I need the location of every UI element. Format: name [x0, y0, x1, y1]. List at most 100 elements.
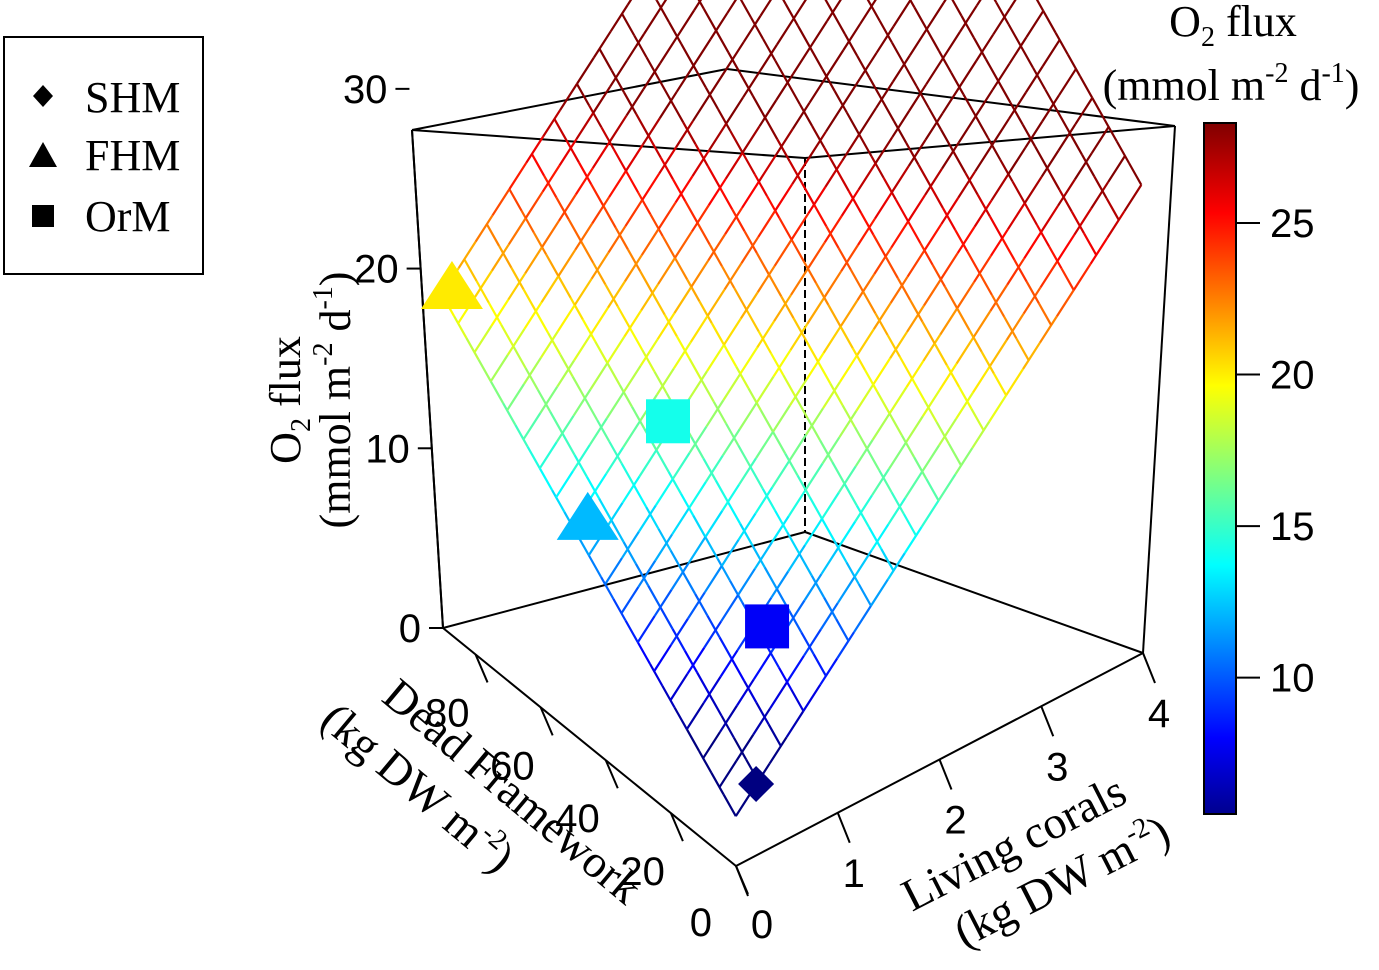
surface-line-living-15 [950, 72, 965, 95]
surface-line-living-5 [626, 248, 642, 272]
surface-line-dead-12 [606, 336, 626, 364]
surface-line-living-3 [765, 645, 780, 669]
surface-line-dead-1 [887, 497, 907, 525]
surface-line-living-2 [657, 528, 672, 551]
surface-line-dead-16 [693, 0, 703, 11]
surface-line-living-14 [952, 150, 967, 174]
surface-line-living-0 [514, 424, 529, 448]
surface-line-dead-14 [539, 330, 559, 359]
surface-line-living-8 [866, 448, 881, 471]
surface-line-living-0 [477, 359, 492, 382]
surface-line-dead-10 [689, 315, 709, 343]
surface-line-living-6 [674, 257, 689, 281]
y-tick-20 [669, 812, 684, 842]
surface-line-dead-7 [806, 296, 826, 325]
surface-line-living-7 [623, 91, 638, 115]
surface-line-dead-17 [609, 59, 629, 88]
surface-line-living-2 [743, 680, 758, 704]
surface-line-dead-4 [1058, 68, 1077, 96]
surface-line-dead-0 [1039, 315, 1058, 344]
surface-line-living-9 [692, 65, 707, 88]
surface-line-dead-9 [773, 239, 793, 267]
surface-line-dead-17 [558, 138, 578, 167]
surface-line-living-11 [847, 190, 863, 214]
surface-line-dead-12 [741, 125, 761, 154]
surface-line-dead-17 [474, 270, 493, 298]
surface-line-living-6 [649, 213, 664, 237]
surface-line-dead-15 [489, 354, 509, 382]
box-right-vertical [1142, 125, 1176, 654]
surface-line-dead-9 [875, 81, 894, 109]
surface-line-dead-3 [871, 412, 891, 441]
surface-line-dead-0 [802, 684, 822, 712]
surface-line-living-15 [1060, 267, 1075, 291]
surface-line-dead-14 [742, 15, 762, 43]
surface-line-dead-12 [775, 73, 795, 101]
surface-line-living-16 [972, 37, 987, 60]
surface-line-living-15 [913, 6, 928, 30]
surface-line-living-2 [522, 288, 537, 312]
surface-line-living-17 [1081, 154, 1096, 178]
surface-line-living-8 [841, 404, 856, 428]
x-axis-title: Living corals (kg DW m-2) [893, 765, 1177, 957]
surface-line-living-8 [902, 513, 917, 537]
surface-line-dead-14 [624, 199, 644, 227]
surface-line-dead-10 [706, 288, 726, 317]
surface-line-living-12 [858, 133, 873, 157]
surface-line-living-2 [547, 332, 562, 356]
surface-line-living-9 [704, 86, 720, 110]
surface-line-dead-9 [756, 265, 776, 293]
surface-line-dead-6 [755, 431, 774, 459]
surface-line-dead-17 [524, 191, 544, 219]
surface-line-living-3 [557, 275, 572, 299]
box-floor-back-left [442, 531, 806, 629]
surface-line-dead-18 [491, 188, 511, 217]
surface-line-dead-5 [1024, 65, 1044, 94]
surface-line-living-12 [931, 264, 946, 288]
surface-line-dead-11 [639, 338, 659, 367]
surface-line-living-11 [884, 255, 899, 279]
surface-line-living-1 [683, 650, 699, 673]
surface-line-dead-15 [709, 12, 729, 40]
svg-text:(mmol m-2 d-1): (mmol m-2 d-1) [308, 272, 360, 529]
surface-line-dead-6 [856, 273, 876, 301]
y-tick-label-0: 0 [690, 901, 712, 945]
surface-line-dead-6 [890, 220, 910, 249]
surface-line-living-5 [577, 161, 593, 185]
surface-line-dead-13 [590, 307, 609, 335]
surface-line-living-2 [645, 506, 660, 530]
surface-line-living-0 [685, 728, 701, 752]
surface-line-dead-2 [871, 468, 890, 496]
colorbar-title-flux: flux [1215, 0, 1297, 46]
surface-line-living-6 [588, 105, 603, 128]
surface-line-dead-4 [720, 594, 739, 622]
surface-line-dead-10 [605, 446, 625, 475]
surface-line-dead-4 [906, 305, 925, 333]
surface-line-living-9 [864, 369, 879, 393]
surface-line-living-2 [583, 397, 599, 421]
surface-line-living-10 [911, 377, 926, 401]
surface-line-living-10 [947, 443, 963, 467]
surface-line-dead-11 [690, 259, 710, 288]
surface-line-living-5 [553, 118, 568, 142]
surface-line-dead-2 [837, 520, 857, 549]
x-tick-0 [735, 865, 749, 897]
surface-line-dead-8 [654, 478, 674, 506]
surface-line-dead-3 [956, 281, 975, 309]
surface-line-dead-13 [522, 412, 542, 440]
x-tick-label-2: 2 [944, 799, 966, 843]
surface-line-dead-12 [707, 178, 727, 206]
surface-line-dead-4 [973, 199, 993, 228]
surface-line-living-10 [751, 95, 767, 119]
surface-line-dead-8 [773, 294, 792, 322]
surface-line-living-1 [561, 432, 576, 456]
surface-line-dead-10 [824, 104, 844, 133]
surface-line-dead-1 [853, 549, 873, 578]
surface-line-dead-2 [1006, 257, 1026, 286]
surface-line-dead-11 [757, 154, 777, 183]
surface-line-dead-3 [804, 518, 823, 546]
surface-line-dead-14 [523, 357, 542, 385]
surface-line-dead-11 [842, 23, 862, 51]
surface-line-living-3 [679, 492, 695, 516]
x-tick-label-1: 1 [843, 852, 865, 896]
